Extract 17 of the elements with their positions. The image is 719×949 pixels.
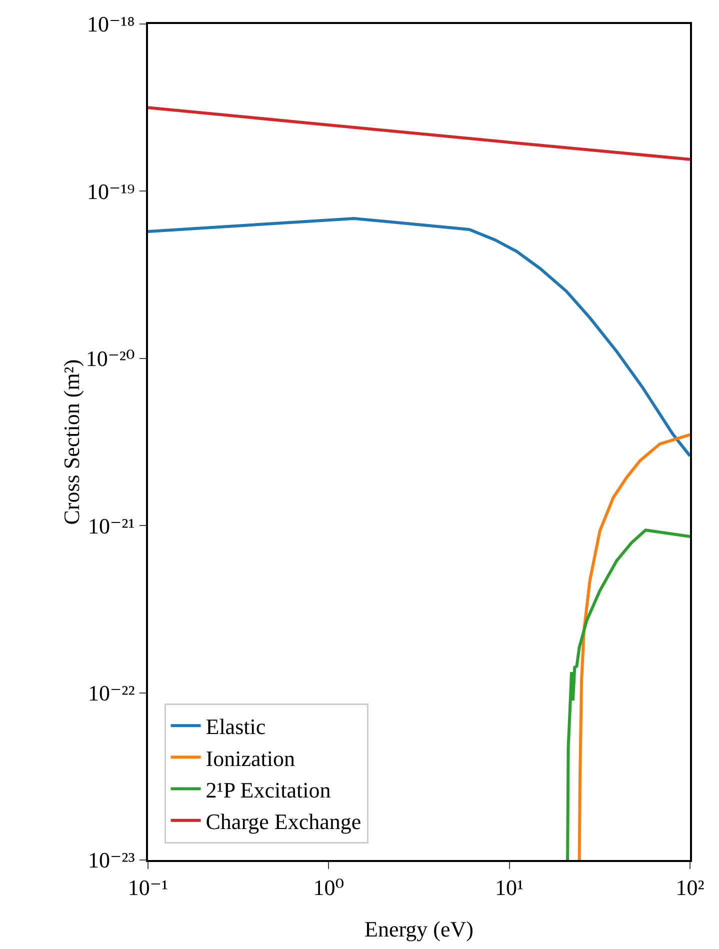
legend-label: Charge Exchange [206, 808, 362, 834]
y-tick-label: 10⁻¹⁹ [86, 178, 136, 204]
y-tick-label: 10⁻²⁰ [86, 346, 136, 372]
x-axis-title: Energy (eV) [364, 916, 474, 942]
legend-label: 2¹P Excitation [206, 777, 331, 802]
x-tick-label: 10¹ [495, 875, 524, 900]
y-tick-label: 10⁻²³ [88, 848, 136, 873]
legend-label: Ionization [206, 746, 295, 771]
x-tick-label: 10⁻¹ [128, 875, 168, 900]
y-tick-label: 10⁻²¹ [88, 513, 135, 538]
legend-label: Elastic [206, 714, 266, 740]
line-series [148, 106, 690, 161]
y-axis-title: Cross Section (m²) [58, 359, 84, 525]
y-tick-label: 10⁻¹⁸ [86, 12, 135, 37]
y-tick-label: 10⁻²² [88, 680, 136, 706]
x-tick-label: 10² [676, 875, 705, 900]
x-tick-label: 10⁰ [313, 875, 344, 900]
